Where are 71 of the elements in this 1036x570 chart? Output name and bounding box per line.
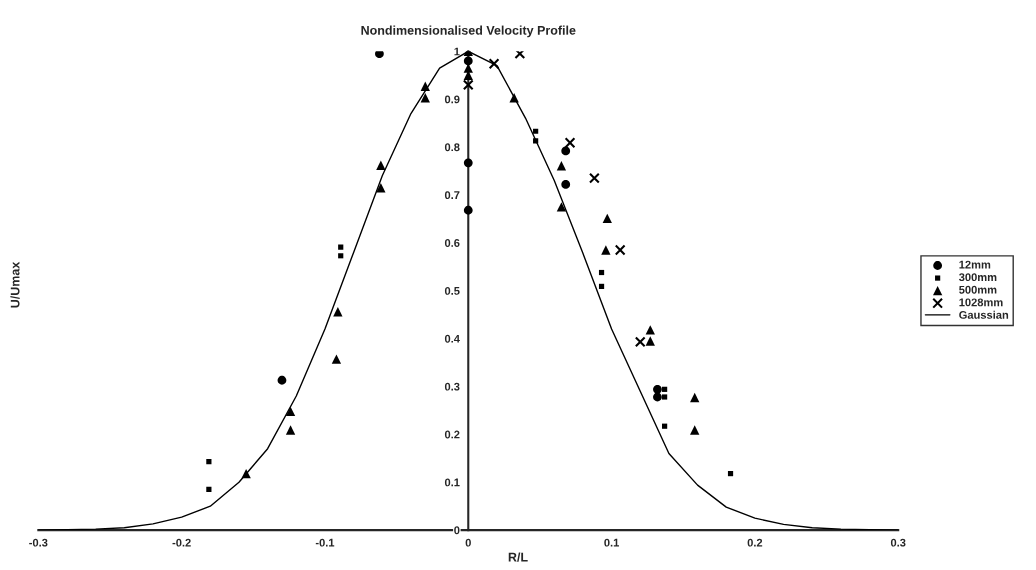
point (206, 486, 212, 492)
point (533, 138, 539, 144)
point (206, 459, 212, 465)
x-tick-label: 0.3 (890, 538, 906, 547)
point (241, 468, 251, 479)
y-tick-label: 0.7 (444, 191, 460, 200)
point (561, 146, 571, 156)
point (285, 425, 296, 435)
point (690, 392, 700, 403)
point (375, 51, 384, 59)
x-tick-label: 0 (465, 538, 471, 547)
point (662, 386, 668, 392)
point (634, 336, 646, 348)
y-tick-label: 0.9 (444, 95, 460, 104)
y-tick-label: 1 (454, 47, 460, 56)
y-tick-label: 0.5 (444, 286, 460, 295)
point (376, 160, 386, 170)
x-tick-label: 0.2 (747, 538, 763, 547)
point (561, 180, 571, 189)
y-tick-label: 0.1 (444, 478, 460, 487)
point (690, 425, 700, 435)
point (338, 244, 344, 250)
point (601, 245, 611, 255)
point (598, 269, 605, 276)
point (509, 93, 519, 103)
point (420, 81, 430, 91)
point (645, 325, 655, 335)
point (727, 471, 734, 477)
legend-label: Gaussian (959, 310, 1009, 319)
point (533, 128, 539, 134)
point (277, 375, 287, 385)
point (463, 205, 473, 215)
y-tick-label: 0.4 (444, 334, 460, 343)
point (556, 202, 567, 212)
point (514, 51, 526, 60)
legend-label: 300mm (959, 273, 997, 282)
point (338, 253, 344, 259)
point (588, 172, 600, 184)
point (662, 394, 668, 400)
point (653, 384, 662, 394)
legend-label: 500mm (959, 285, 997, 294)
point (662, 423, 668, 429)
y-axis-title: U/Umax (10, 261, 20, 308)
x-tick-label: -0.3 (29, 538, 48, 547)
x-tick-label: 0.1 (604, 538, 619, 547)
point (602, 213, 612, 224)
y-tick-label: 0.3 (444, 382, 460, 391)
point (653, 392, 662, 402)
point (556, 161, 567, 171)
point (333, 307, 343, 317)
point (285, 406, 296, 417)
y-tick-label: 0.8 (444, 143, 460, 152)
point (488, 58, 500, 70)
point (463, 158, 473, 168)
legend-label: 12mm (959, 260, 991, 269)
point (331, 354, 342, 364)
point (463, 56, 473, 66)
point (564, 137, 576, 149)
x-tick-label: -0.1 (315, 538, 335, 547)
point (645, 336, 655, 346)
y-tick-label: 0.2 (444, 430, 460, 439)
y-tick-label: 0.6 (444, 239, 460, 247)
point (598, 283, 605, 289)
point (376, 183, 386, 193)
point (462, 79, 474, 91)
legend-label: 1028mm (959, 298, 1003, 307)
x-tick-label: -0.2 (172, 538, 191, 547)
x-axis-title: R/L (508, 552, 528, 562)
chart-title: Nondimensionalised Velocity Profile (361, 25, 576, 38)
point (614, 244, 626, 256)
y-tick-label: 0 (454, 526, 460, 535)
